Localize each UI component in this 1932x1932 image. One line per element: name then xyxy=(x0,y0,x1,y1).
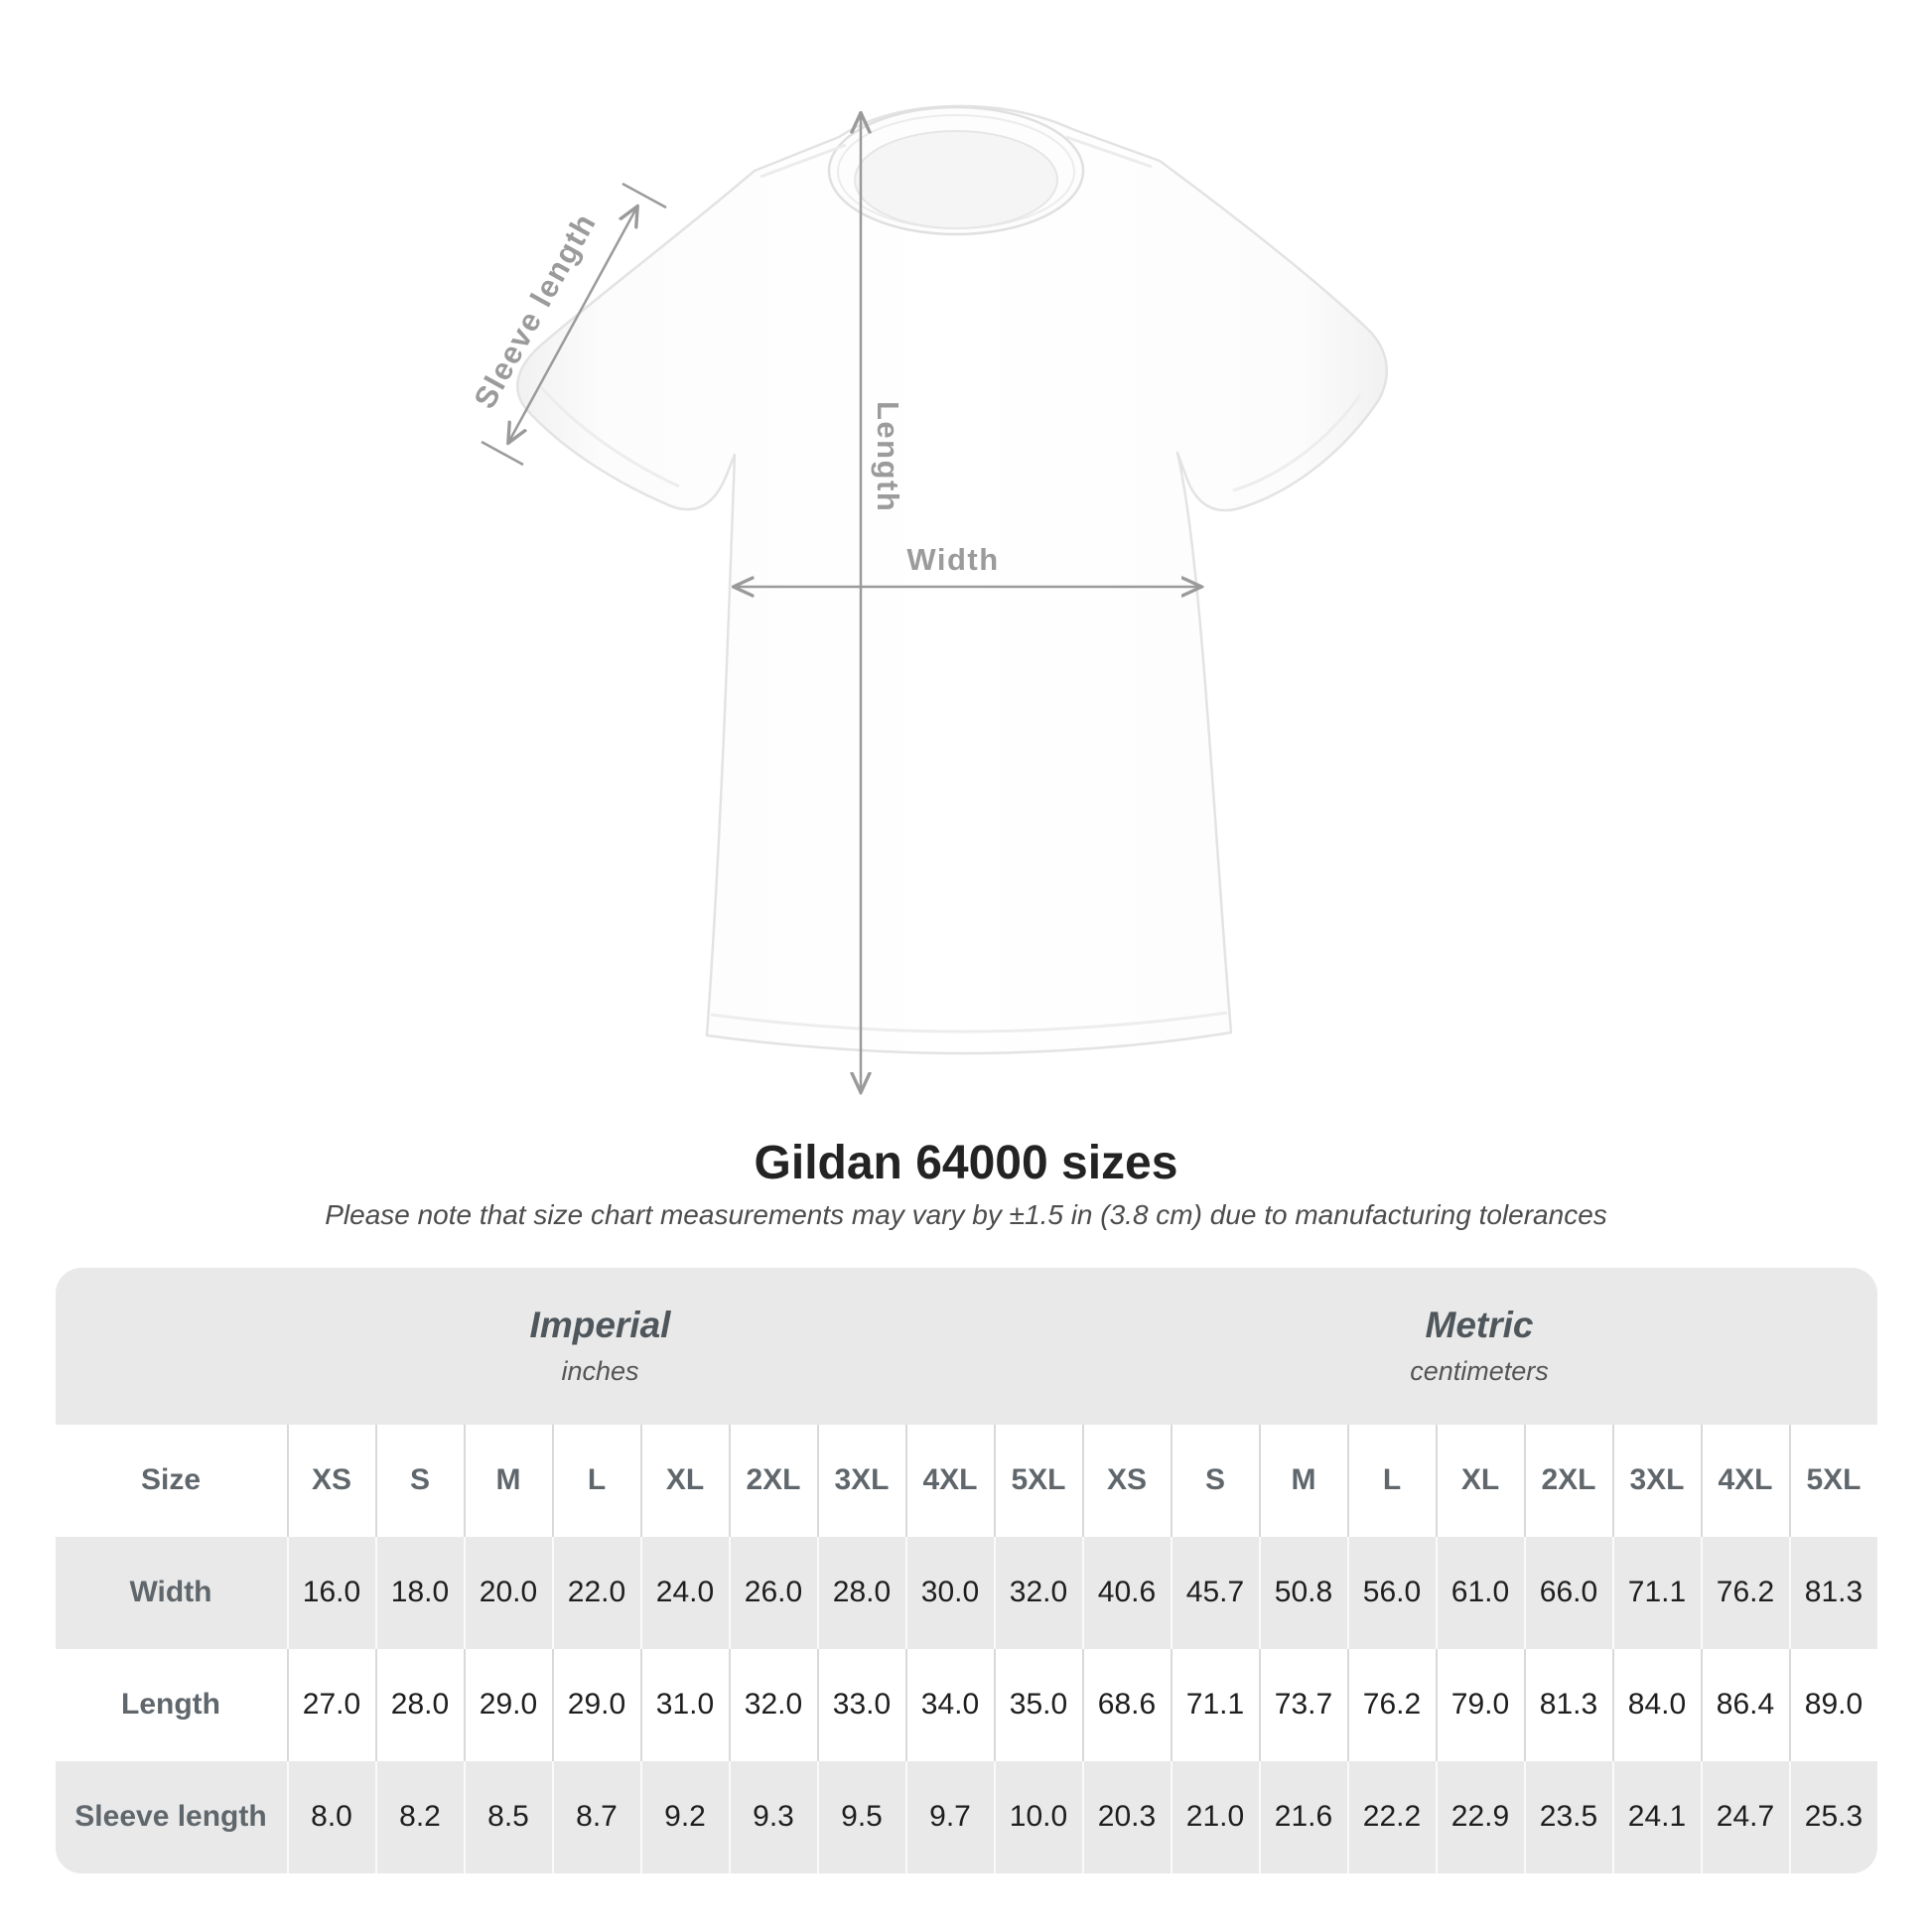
table-cell: 21.0 xyxy=(1170,1760,1259,1873)
collar-opening xyxy=(854,130,1058,229)
table-cell: 76.2 xyxy=(1346,1648,1436,1761)
unit-group-metric: Metric centimeters xyxy=(1082,1268,1877,1425)
table-cell: 66.0 xyxy=(1523,1536,1612,1649)
table-cell: 32.0 xyxy=(728,1648,817,1761)
metric-unit: centimeters xyxy=(1410,1356,1549,1387)
table-cell: 18.0 xyxy=(374,1536,464,1649)
length-label: Length xyxy=(871,401,905,512)
row-label: Sleeve length xyxy=(74,1800,267,1834)
table-cell: 22.9 xyxy=(1435,1760,1524,1873)
size-header: XS xyxy=(1081,1424,1171,1537)
table-cell: 73.7 xyxy=(1258,1648,1347,1761)
table-cell: 79.0 xyxy=(1435,1648,1524,1761)
row-label: Width xyxy=(129,1576,212,1609)
size-header: XL xyxy=(1435,1424,1524,1537)
table-cell: 22.0 xyxy=(551,1536,640,1649)
table-cell: 8.5 xyxy=(463,1760,552,1873)
col-header-size: Size xyxy=(140,1463,202,1497)
table-cell: 45.7 xyxy=(1170,1536,1259,1649)
table-cell: 23.5 xyxy=(1523,1760,1612,1873)
size-header: 4XL xyxy=(904,1424,994,1537)
table-cell: 21.6 xyxy=(1258,1760,1347,1873)
table-cell: 81.3 xyxy=(1523,1648,1612,1761)
table-cell: 56.0 xyxy=(1346,1536,1436,1649)
table-cell: 28.0 xyxy=(816,1536,905,1649)
table-cell: 86.4 xyxy=(1700,1648,1789,1761)
imperial-unit: inches xyxy=(561,1356,639,1387)
table-row-sleeve-length: Sleeve length 8.0 8.2 8.5 8.7 9.2 9.3 9.… xyxy=(55,1760,1877,1873)
size-header: 5XL xyxy=(993,1424,1082,1537)
size-header: S xyxy=(1170,1424,1259,1537)
table-cell: 71.1 xyxy=(1170,1648,1259,1761)
table-cell: 76.2 xyxy=(1700,1536,1789,1649)
size-header: 3XL xyxy=(816,1424,905,1537)
table-cell: 81.3 xyxy=(1788,1536,1877,1649)
width-label: Width xyxy=(906,542,999,577)
table-row-length: Length 27.0 28.0 29.0 29.0 31.0 32.0 33.… xyxy=(55,1648,1877,1761)
unit-group-imperial: Imperial inches xyxy=(56,1268,1082,1425)
table-cell: 33.0 xyxy=(816,1648,905,1761)
table-cell: 50.8 xyxy=(1258,1536,1347,1649)
table-cell: 9.3 xyxy=(728,1760,817,1873)
size-header: XL xyxy=(639,1424,729,1537)
size-header: S xyxy=(374,1424,464,1537)
table-cell: 89.0 xyxy=(1788,1648,1877,1761)
table-cell: 20.0 xyxy=(463,1536,552,1649)
tshirt-illustration xyxy=(516,104,1388,1055)
table-cell: 68.6 xyxy=(1081,1648,1171,1761)
table-cell: 16.0 xyxy=(286,1536,375,1649)
table-cell: 26.0 xyxy=(728,1536,817,1649)
table-cell: 30.0 xyxy=(904,1536,994,1649)
size-header: L xyxy=(1346,1424,1436,1537)
size-header: XS xyxy=(286,1424,375,1537)
table-cell: 61.0 xyxy=(1435,1536,1524,1649)
table-cell: 24.0 xyxy=(639,1536,729,1649)
table-cell: 28.0 xyxy=(374,1648,464,1761)
size-header: 3XL xyxy=(1611,1424,1701,1537)
table-cell: 24.7 xyxy=(1700,1760,1789,1873)
table-cell: 34.0 xyxy=(904,1648,994,1761)
size-header: M xyxy=(1258,1424,1347,1537)
table-cell: 9.7 xyxy=(904,1760,994,1873)
tolerance-note: Please note that size chart measurements… xyxy=(325,1199,1607,1231)
imperial-heading: Imperial xyxy=(529,1305,671,1346)
size-header: 4XL xyxy=(1700,1424,1789,1537)
size-header: 2XL xyxy=(728,1424,817,1537)
table-cell: 31.0 xyxy=(639,1648,729,1761)
page-title: Gildan 64000 sizes xyxy=(754,1137,1178,1189)
table-cell: 8.0 xyxy=(286,1760,375,1873)
table-cell: 32.0 xyxy=(993,1536,1082,1649)
sleeve-arrow-tick-bottom xyxy=(481,440,524,467)
table-cell: 8.2 xyxy=(374,1760,464,1873)
table-cell: 9.5 xyxy=(816,1760,905,1873)
size-header: 5XL xyxy=(1788,1424,1877,1537)
row-label: Length xyxy=(121,1688,220,1722)
table-cell: 22.2 xyxy=(1346,1760,1436,1873)
size-header: L xyxy=(551,1424,640,1537)
measurement-arrows xyxy=(481,113,1201,1092)
table-cell: 71.1 xyxy=(1611,1536,1701,1649)
table-cell: 40.6 xyxy=(1081,1536,1171,1649)
table-row-width: Width 16.0 18.0 20.0 22.0 24.0 26.0 28.0… xyxy=(55,1536,1877,1649)
size-header-row: Size XS S M L XL 2XL 3XL 4XL 5XL XS S M … xyxy=(55,1424,1877,1537)
table-cell: 25.3 xyxy=(1788,1760,1877,1873)
size-header: 2XL xyxy=(1523,1424,1612,1537)
table-cell: 29.0 xyxy=(463,1648,552,1761)
table-cell: 10.0 xyxy=(993,1760,1082,1873)
sleeve-length-arrow xyxy=(508,207,637,443)
table-cell: 84.0 xyxy=(1611,1648,1701,1761)
metric-heading: Metric xyxy=(1425,1305,1534,1346)
tshirt-diagram: Sleeve length Length Width xyxy=(467,104,1388,1142)
table-cell: 24.1 xyxy=(1611,1760,1701,1873)
table-cell: 8.7 xyxy=(551,1760,640,1873)
size-header: M xyxy=(463,1424,552,1537)
unit-header-row: Imperial inches Metric centimeters xyxy=(55,1267,1877,1425)
sleeve-arrow-tick-top xyxy=(621,182,667,209)
size-chart-table: Imperial inches Metric centimeters Size … xyxy=(55,1267,1877,1873)
table-cell: 29.0 xyxy=(551,1648,640,1761)
table-cell: 35.0 xyxy=(993,1648,1082,1761)
table-cell: 20.3 xyxy=(1081,1760,1171,1873)
table-cell: 9.2 xyxy=(639,1760,729,1873)
table-cell: 27.0 xyxy=(286,1648,375,1761)
